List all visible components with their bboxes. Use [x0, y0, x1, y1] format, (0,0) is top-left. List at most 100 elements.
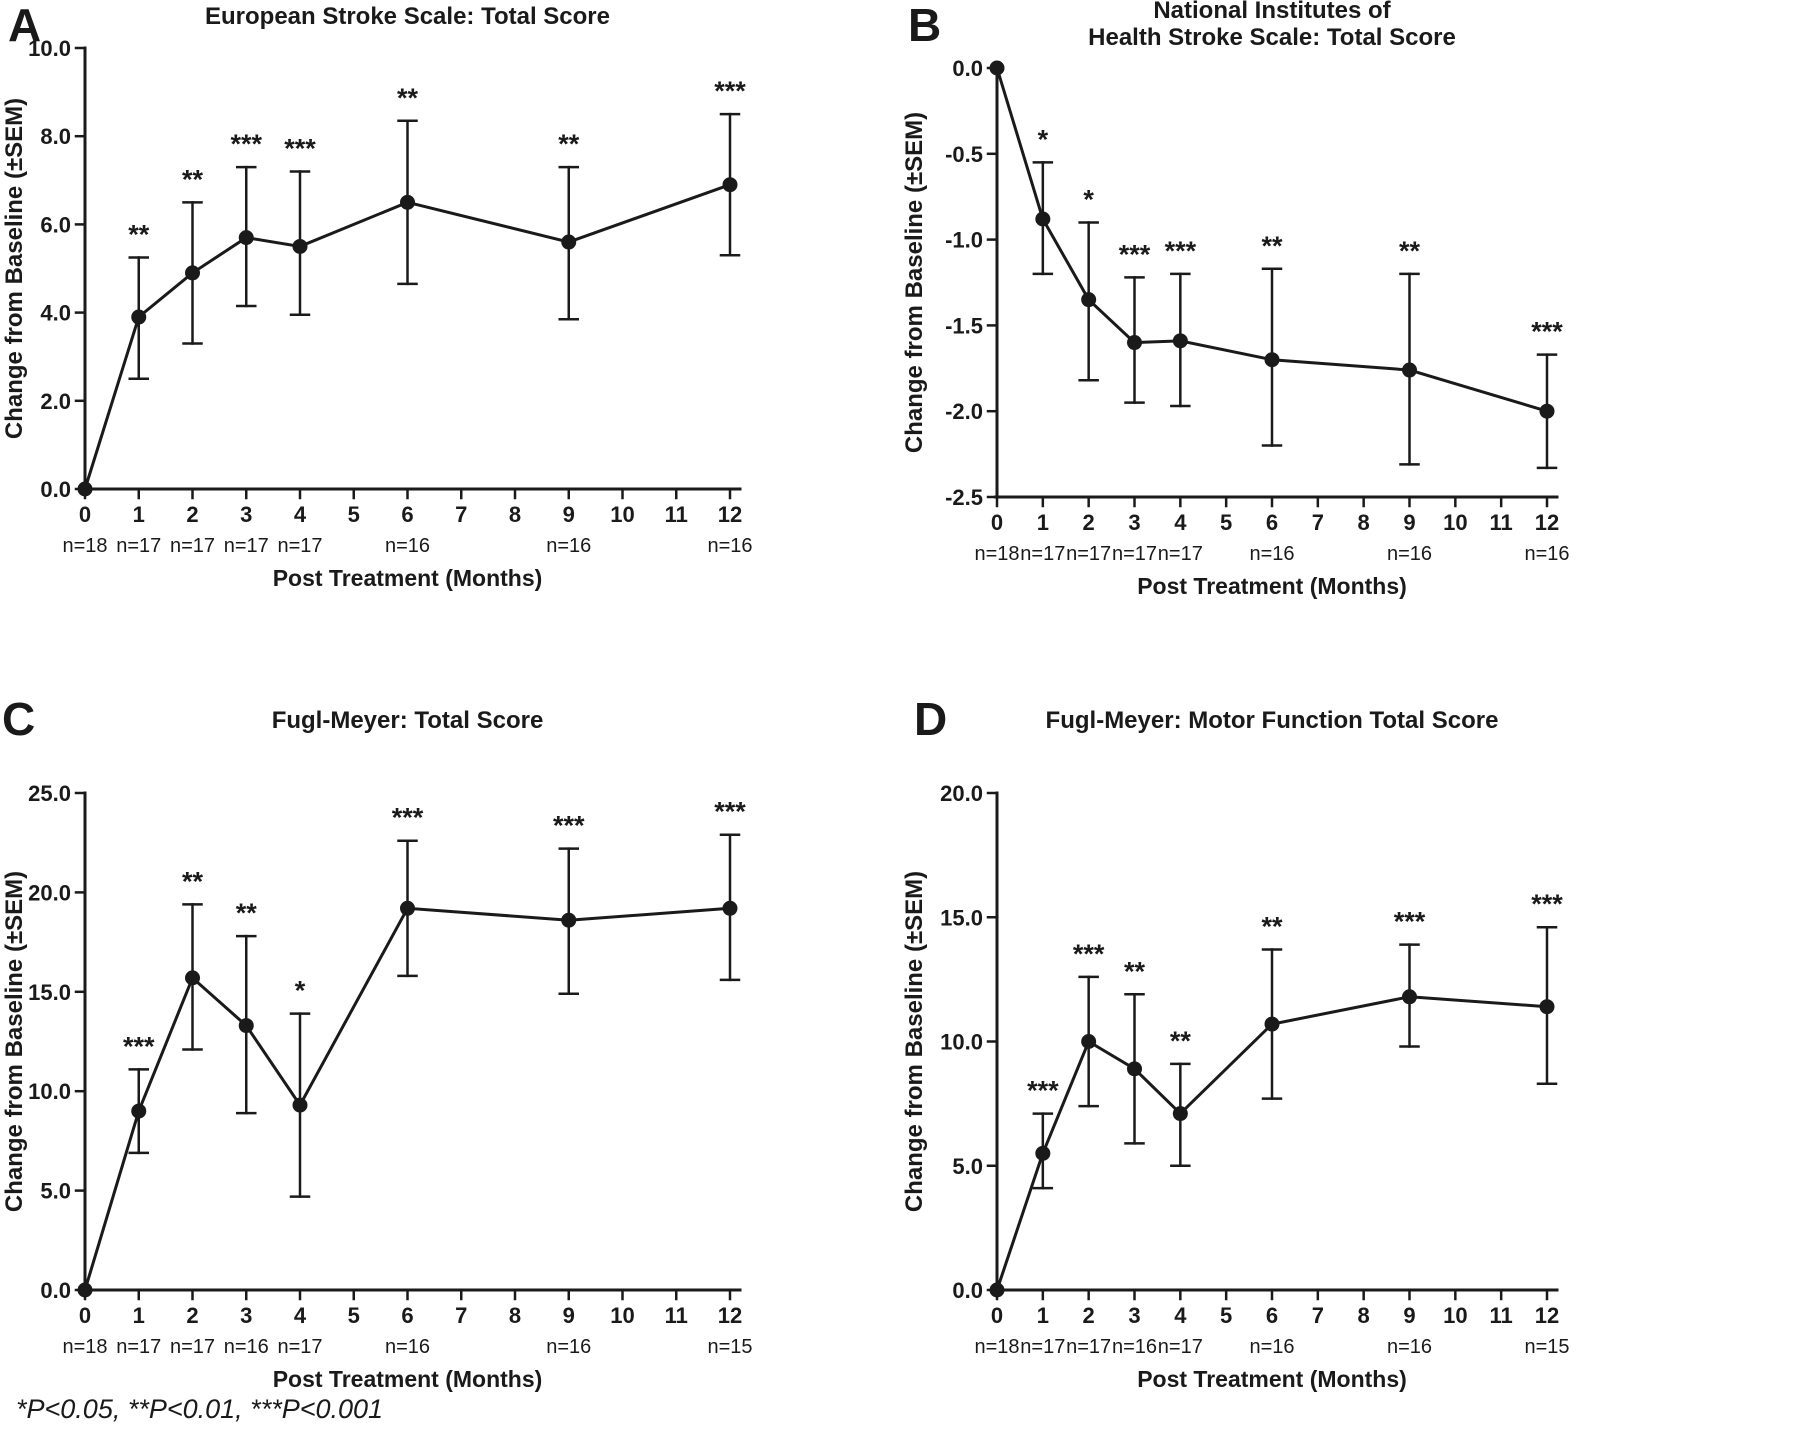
x-tick-label: 8	[1358, 1303, 1370, 1328]
x-tick-label: 5	[348, 502, 360, 527]
x-tick-label: 3	[1128, 510, 1140, 535]
x-tick-label: 8	[1358, 510, 1370, 535]
x-tick-label: 9	[1403, 510, 1415, 535]
y-tick-label: -0.5	[945, 142, 983, 167]
y-axis-title: Change from Baseline (±SEM)	[1, 98, 28, 439]
significance-marker: **	[182, 866, 204, 896]
y-tick-label: -2.0	[945, 399, 983, 424]
x-tick-label: 5	[1220, 1303, 1232, 1328]
data-point	[722, 177, 738, 193]
data-point	[131, 309, 147, 325]
data-point	[238, 230, 254, 246]
y-tick-label: 15.0	[940, 905, 983, 930]
y-tick-label: 20.0	[940, 781, 983, 806]
significance-marker: **	[1261, 231, 1283, 261]
y-tick-label: 5.0	[40, 1179, 71, 1204]
chart-title: National Institutes of	[1153, 0, 1391, 24]
data-point	[1081, 292, 1097, 308]
significance-marker: **	[397, 83, 419, 113]
data-point	[989, 1282, 1005, 1298]
significance-marker: ***	[1394, 907, 1426, 937]
x-tick-label: 10	[1443, 510, 1467, 535]
data-point	[292, 238, 308, 254]
chart-title: Fugl-Meyer: Total Score	[272, 707, 544, 734]
significance-marker: **	[1261, 912, 1283, 942]
data-point	[77, 481, 93, 497]
x-tick-label: 5	[1220, 510, 1232, 535]
data-point	[77, 1282, 93, 1298]
x-tick-label: 11	[1490, 1303, 1513, 1328]
x-tick-label: 3	[240, 502, 252, 527]
data-point	[1035, 211, 1051, 227]
significance-marker: ***	[553, 811, 585, 841]
y-tick-label: 5.0	[952, 1154, 983, 1179]
n-label: n=16	[224, 1336, 269, 1358]
n-label: n=16	[385, 1336, 430, 1358]
significance-marker: ***	[1027, 1076, 1059, 1106]
x-tick-label: 0	[991, 1303, 1003, 1328]
n-label: n=15	[1524, 1336, 1569, 1358]
panel-letter-a: A	[8, 0, 42, 51]
n-label: n=17	[277, 535, 322, 557]
y-tick-label: 4.0	[40, 301, 71, 326]
series-line	[995, 67, 1548, 413]
data-point	[238, 1018, 254, 1034]
n-label: n=17	[1020, 1336, 1065, 1358]
data-point	[1539, 403, 1555, 419]
significance-marker: ***	[1165, 236, 1197, 266]
y-tick-label: 25.0	[28, 781, 71, 806]
x-tick-label: 11	[665, 1303, 688, 1328]
x-tick-label: 0	[991, 510, 1003, 535]
significance-marker: **	[1124, 956, 1146, 986]
data-point	[1539, 999, 1555, 1015]
x-tick-label: 8	[509, 1303, 521, 1328]
n-label: n=17	[1066, 1336, 1111, 1358]
data-point	[1402, 362, 1417, 378]
y-tick-label: 0.0	[952, 56, 983, 81]
significance-marker: **	[236, 898, 258, 928]
significance-marker: ***	[1119, 239, 1151, 269]
chart-title: Health Stroke Scale: Total Score	[1088, 24, 1456, 51]
n-label: n=15	[707, 1336, 752, 1358]
x-tick-label: 1	[133, 502, 145, 527]
x-tick-label: 9	[563, 1303, 575, 1328]
n-label: n=17	[116, 1336, 161, 1358]
y-tick-label: 6.0	[40, 212, 71, 237]
panel-letter-b: B	[908, 0, 942, 51]
x-axis-title: Post Treatment (Months)	[1137, 1366, 1407, 1392]
significance-marker: ***	[123, 1031, 155, 1061]
n-label: n=18	[974, 1336, 1019, 1358]
x-tick-label: 2	[1083, 510, 1095, 535]
panel-letter-d: D	[914, 693, 948, 745]
y-tick-label: 0.0	[40, 1278, 71, 1303]
y-tick-label: 0.0	[952, 1278, 983, 1303]
y-tick-label: -1.0	[945, 228, 983, 253]
x-tick-label: 5	[348, 1303, 360, 1328]
significance-marker: **	[182, 164, 204, 194]
x-tick-label: 7	[455, 502, 467, 527]
n-label: n=16	[546, 535, 591, 557]
significance-footnote: *P<0.05, **P<0.01, ***P<0.001	[16, 1394, 384, 1424]
n-label: n=18	[62, 535, 107, 557]
data-point	[989, 60, 1005, 76]
x-axis-title: Post Treatment (Months)	[273, 565, 543, 591]
x-tick-label: 0	[79, 502, 91, 527]
n-label: n=16	[1524, 543, 1569, 565]
data-point	[1127, 335, 1142, 351]
n-label: n=16	[1387, 543, 1432, 565]
x-tick-label: 6	[401, 1303, 413, 1328]
x-tick-label: 4	[294, 1303, 307, 1328]
data-point	[1264, 1016, 1280, 1032]
y-tick-label: 15.0	[28, 980, 71, 1005]
n-label: n=17	[1158, 1336, 1203, 1358]
data-point	[185, 265, 200, 281]
x-tick-label: 10	[610, 502, 634, 527]
y-tick-label: 8.0	[40, 124, 71, 149]
chart-fugl-meyer-motor: Fugl-Meyer: Motor Function Total Score Ch…	[901, 707, 1570, 1392]
n-label: n=17	[1158, 543, 1203, 565]
significance-marker: ***	[1531, 889, 1563, 919]
y-axis-title: Change from Baseline (±SEM)	[1, 871, 28, 1212]
data-point	[561, 912, 577, 928]
significance-marker: ***	[714, 76, 746, 106]
